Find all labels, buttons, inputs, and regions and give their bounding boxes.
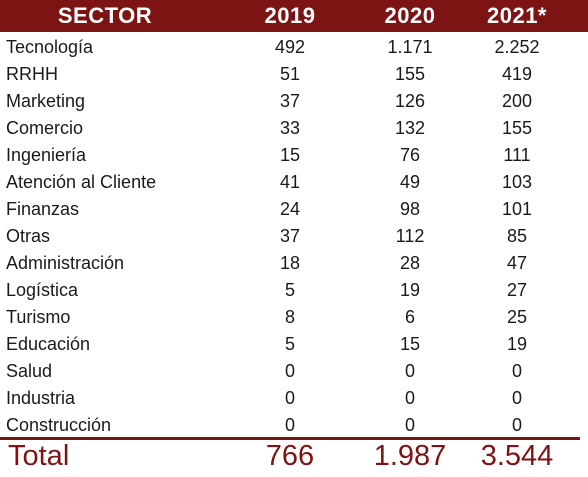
value-2020-cell: 28 [399,253,421,273]
sector-cell: Turismo [6,307,71,327]
table-row: Administración 18 28 47 [0,250,588,277]
value-2019-cell: 33 [279,118,301,138]
header-sector: SECTOR [57,3,153,28]
value-2019-cell: 15 [279,145,301,165]
total-row: Total 766 1.987 3.544 [0,440,588,474]
value-2021-cell: 19 [506,334,528,354]
value-2019-cell: 24 [279,199,301,219]
sector-cell: Industria [6,388,76,408]
table-row: Comercio 33 132 155 [0,115,588,142]
total-divider [0,437,580,440]
value-2021-cell: 200 [501,91,533,111]
sector-cell: Logística [6,280,79,300]
sector-cell: Otras [6,226,51,246]
value-2019-cell: 492 [274,37,306,57]
sector-cell: Tecnología [6,37,94,57]
value-2020-cell: 112 [395,226,425,246]
value-2019-cell: 18 [279,253,301,273]
value-2020-cell: 155 [394,64,426,84]
value-2021-cell: 111 [503,145,531,165]
value-2019-cell: 0 [284,361,295,381]
sector-cell: Atención al Cliente [6,172,157,192]
value-2021-cell: 47 [506,253,528,273]
total-2020: 1.987 [373,440,447,472]
value-2020-cell: 6 [404,307,415,327]
sector-cell: Finanzas [6,199,80,219]
table-row: Salud 0 0 0 [0,358,588,385]
value-2021-cell: 85 [506,226,528,246]
value-2019-cell: 0 [284,415,295,435]
header-2020: 2020 [384,3,436,28]
sector-cell: Comercio [6,118,84,138]
value-2020-cell: 49 [399,172,421,192]
value-2019-cell: 5 [284,280,295,300]
sector-cell: Salud [6,361,53,381]
value-2019-cell: 5 [284,334,295,354]
header-2019: 2019 [264,3,316,28]
table-row: Finanzas 24 98 101 [0,196,588,223]
total-2021: 3.544 [480,440,554,472]
table-row: Educación 5 15 19 [0,331,588,358]
table-row: Otras 37 112 85 [0,223,588,250]
value-2021-cell: 25 [506,307,528,327]
sector-cell: Ingeniería [6,145,87,165]
table-row: Logística 5 19 27 [0,277,588,304]
total-label: Total [8,440,70,472]
value-2020-cell: 132 [394,118,426,138]
total-2019: 766 [265,440,315,472]
sector-cell: Educación [6,334,91,354]
value-2020-cell: 15 [399,334,421,354]
sector-cell: Administración [6,253,125,273]
value-2020-cell: 1.171 [387,37,433,57]
value-2019-cell: 8 [284,307,295,327]
table-row: Construcción 0 0 0 [0,412,588,439]
value-2020-cell: 0 [404,361,415,381]
value-2020-cell: 0 [404,388,415,408]
value-2021-cell: 155 [501,118,533,138]
value-2021-cell: 419 [501,64,533,84]
value-2019-cell: 51 [279,64,301,84]
value-2020-cell: 19 [399,280,421,300]
table-row: Turismo 8 6 25 [0,304,588,331]
value-2021-cell: 27 [506,280,528,300]
table-row: Atención al Cliente 41 49 103 [0,169,588,196]
value-2021-cell: 103 [501,172,533,192]
table-row: Tecnología 492 1.171 2.252 [0,34,588,61]
value-2021-cell: 0 [511,388,522,408]
sector-cell: RRHH [6,64,58,84]
table-body: Tecnología 492 1.171 2.252 RRHH 51 155 4… [0,34,588,439]
value-2019-cell: 37 [279,91,301,111]
header-2021: 2021* [486,3,547,28]
value-2020-cell: 76 [399,145,421,165]
table-row: Industria 0 0 0 [0,385,588,412]
value-2021-cell: 2.252 [494,37,540,57]
table-header: SECTOR 2019 2020 2021* [0,0,588,32]
value-2019-cell: 41 [279,172,301,192]
table-row: Marketing 37 126 200 [0,88,588,115]
value-2019-cell: 0 [284,388,295,408]
value-2021-cell: 0 [511,361,522,381]
value-2020-cell: 0 [404,415,415,435]
value-2020-cell: 98 [399,199,421,219]
value-2021-cell: 101 [501,199,533,219]
table-row: Ingeniería 15 76 111 [0,142,588,169]
value-2020-cell: 126 [394,91,426,111]
table-row: RRHH 51 155 419 [0,61,588,88]
value-2019-cell: 37 [279,226,301,246]
sector-cell: Construcción [6,415,112,435]
value-2021-cell: 0 [511,415,522,435]
sector-cell: Marketing [6,91,86,111]
